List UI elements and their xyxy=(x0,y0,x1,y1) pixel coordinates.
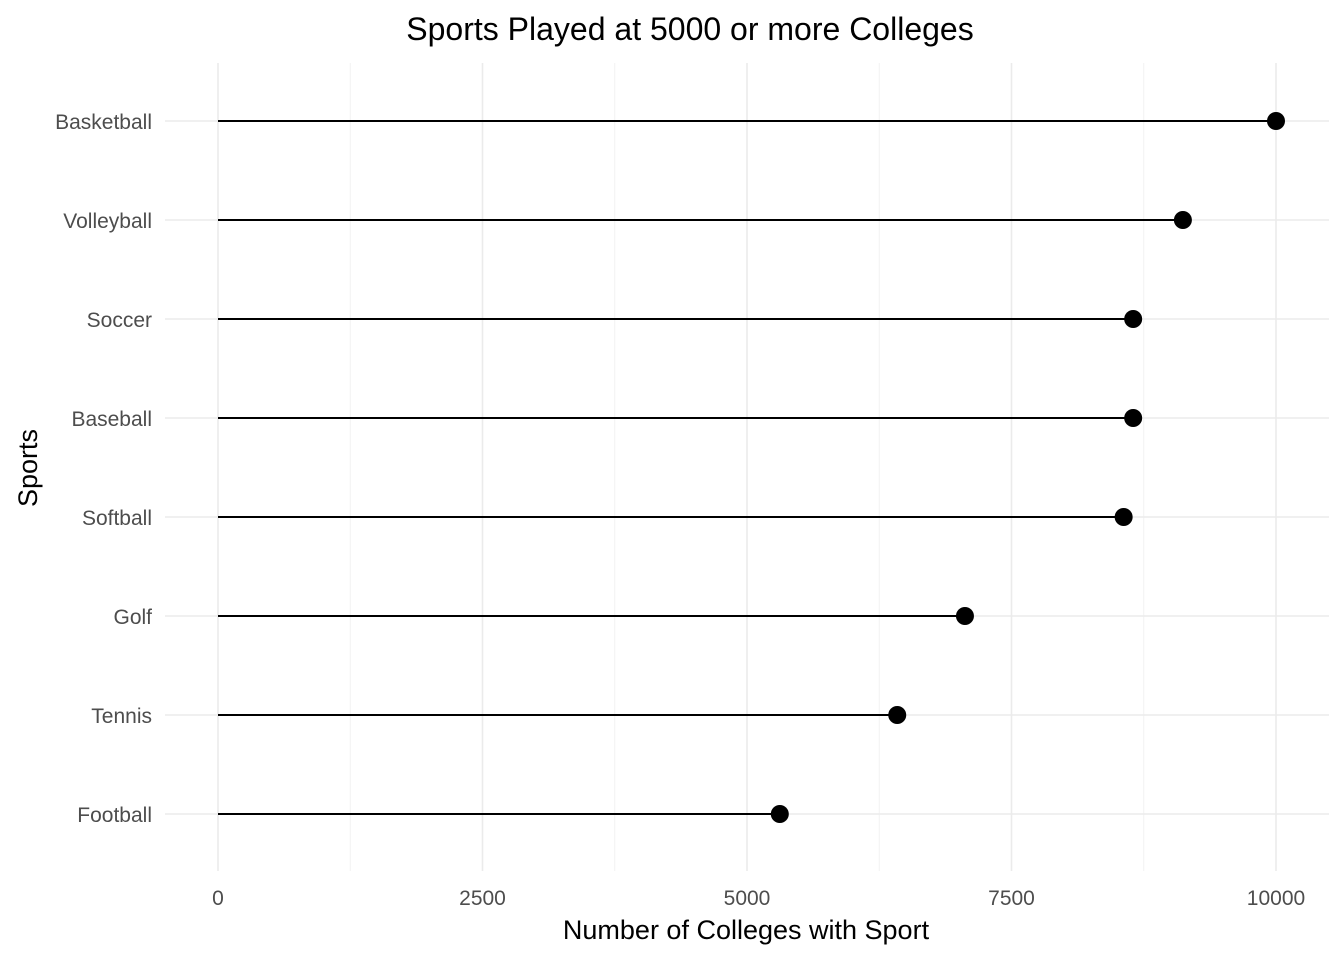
y-tick-label: Softball xyxy=(82,507,152,530)
y-tick-label: Football xyxy=(77,804,152,827)
dot-layer xyxy=(770,112,1285,823)
lollipop-dot xyxy=(955,607,974,625)
lollipop-dot xyxy=(1267,112,1285,130)
y-tick-label: Volleyball xyxy=(63,210,152,233)
lollipop-dot xyxy=(1114,508,1133,526)
y-tick-labels: Basketball Volleyball Soccer Baseball Softba… xyxy=(55,111,152,827)
y-tick-label: Tennis xyxy=(91,705,152,728)
lollipop-dot xyxy=(888,706,907,724)
x-tick-label: 5000 xyxy=(724,887,771,910)
x-tick-label: 10000 xyxy=(1247,887,1305,910)
x-tick-label: 0 xyxy=(212,887,224,910)
y-tick-label: Golf xyxy=(113,606,152,629)
x-tick-label: 2500 xyxy=(459,887,506,910)
x-tick-labels: 0 2500 5000 7500 10000 xyxy=(212,887,1305,910)
y-tick-label: Basketball xyxy=(55,111,152,134)
y-tick-label: Soccer xyxy=(87,309,152,332)
chart-title: Sports Played at 5000 or more Colleges xyxy=(406,11,973,47)
y-tick-label: Baseball xyxy=(71,408,152,431)
lollipop-dot xyxy=(1124,409,1143,427)
x-axis-title: Number of Colleges with Sport xyxy=(563,915,930,945)
lollipop-dot xyxy=(1173,211,1192,229)
lollipop-dot xyxy=(1124,310,1143,328)
stem-layer xyxy=(218,120,1276,815)
x-tick-label: 7500 xyxy=(988,887,1035,910)
lollipop-dot xyxy=(770,805,789,823)
y-axis-title: Sports xyxy=(13,429,43,507)
